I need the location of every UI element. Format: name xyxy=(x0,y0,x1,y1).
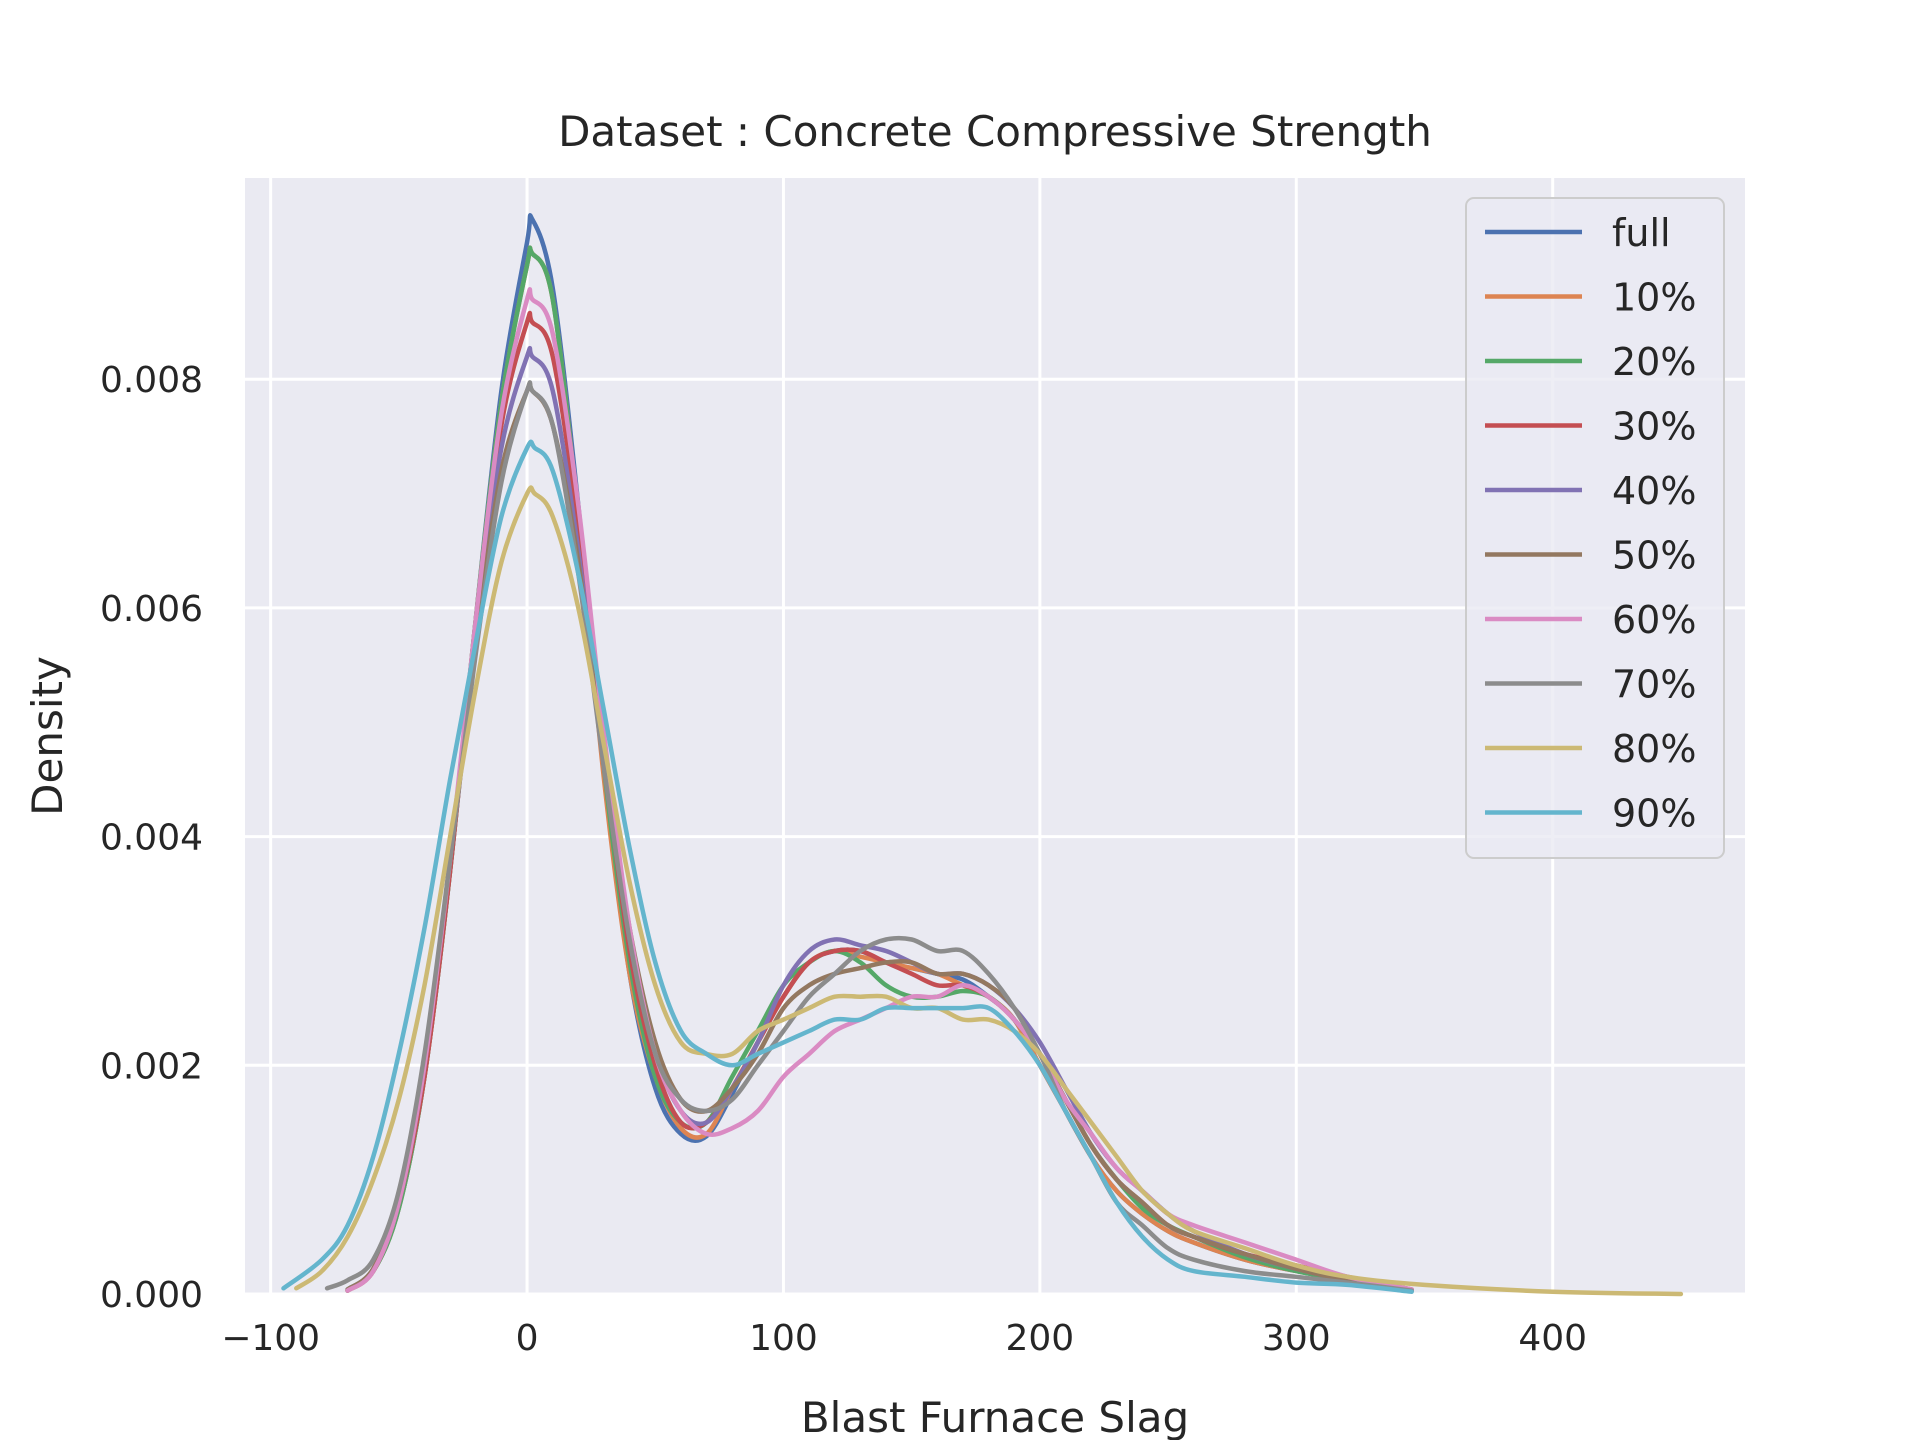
series-line-90pct xyxy=(281,439,1414,1294)
x-tick-label: −100 xyxy=(221,1318,320,1359)
x-axis-label: Blast Furnace Slag xyxy=(801,1393,1189,1440)
series-layer xyxy=(281,213,1684,1297)
legend-label: 80% xyxy=(1612,727,1696,771)
series-line-60pct xyxy=(345,287,1414,1293)
x-tick-label: 100 xyxy=(749,1318,818,1359)
legend-label: 40% xyxy=(1612,469,1696,513)
legend-label: 90% xyxy=(1612,792,1696,836)
legend-label: 60% xyxy=(1612,598,1696,642)
y-tick-label: 0.004 xyxy=(100,818,203,859)
legend-label: 10% xyxy=(1612,276,1696,320)
x-tick-label: 300 xyxy=(1262,1318,1331,1359)
x-tick-label: 0 xyxy=(516,1318,539,1359)
y-tick-label: 0.006 xyxy=(100,589,203,630)
y-tick-label: 0.008 xyxy=(100,360,203,401)
x-tick-label: 200 xyxy=(1006,1318,1075,1359)
legend-label: 50% xyxy=(1612,534,1696,578)
y-tick-label: 0.000 xyxy=(100,1275,203,1316)
legend-label: 30% xyxy=(1612,405,1696,449)
legend-entries: full 10% 20% 30% 40% 50% 60% 70% 80% 90% xyxy=(1485,211,1696,836)
chart-title: Dataset : Concrete Compressive Strength xyxy=(558,107,1432,156)
series-line-80pct xyxy=(294,485,1684,1297)
tick-layer: −100 0 100 200 300 400 0.000 0.002 0.004 0.006 0.0… xyxy=(100,360,1587,1359)
legend-label: full xyxy=(1612,211,1671,255)
legend-label: 70% xyxy=(1612,663,1696,707)
y-tick-label: 0.002 xyxy=(100,1046,203,1087)
x-tick-label: 400 xyxy=(1518,1318,1587,1359)
legend-label: 20% xyxy=(1612,340,1696,384)
legend: full 10% 20% 30% 40% 50% 60% 70% 80% 90% xyxy=(1465,197,1725,859)
y-axis-label: Density xyxy=(23,656,72,816)
